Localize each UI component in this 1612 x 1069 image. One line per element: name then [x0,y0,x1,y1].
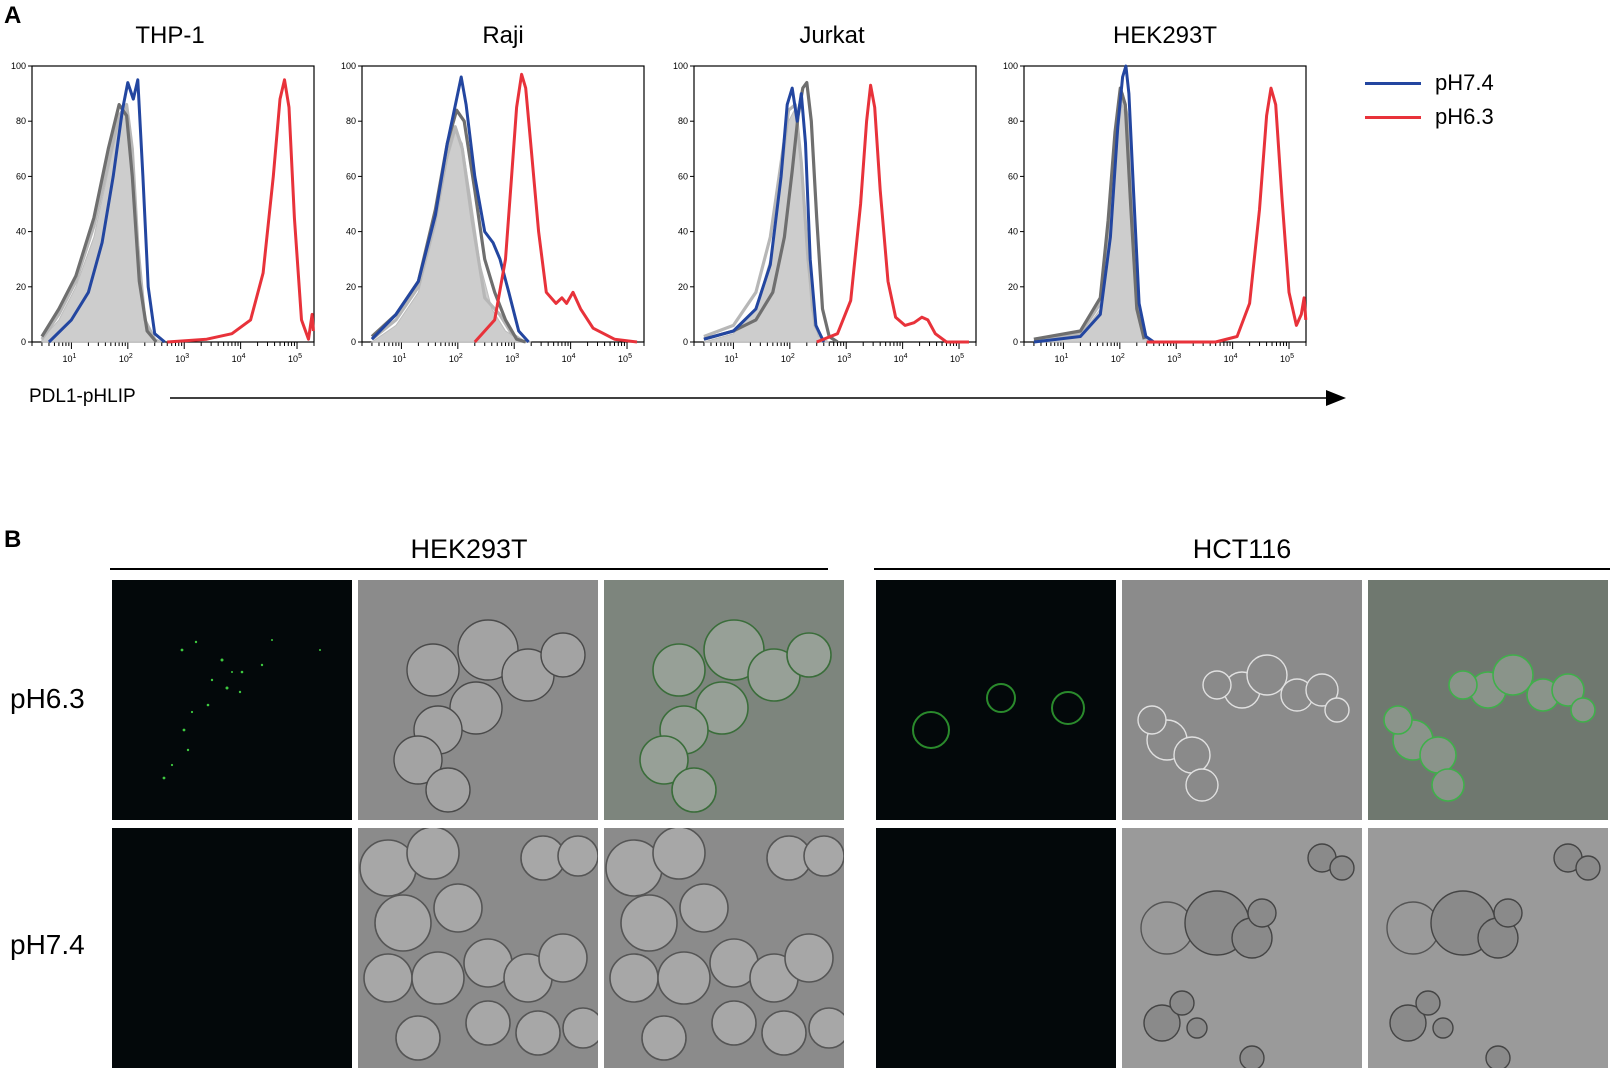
series-control-dark-line [40,103,158,344]
series-control-filled-area [703,108,830,343]
series-ph7-4-line [703,86,826,343]
y-tick-label: 40 [16,227,26,237]
micrograph-hek293t-ph63-brightfield [358,580,598,820]
x-axis-arrow [170,390,1346,406]
group-rule-hek293t [110,568,828,570]
x-tick-label: 105 [288,353,302,364]
series-ph7-4-line [47,78,166,344]
micrograph-hek293t-ph74-merge [604,828,844,1068]
y-tick-label: 60 [678,171,688,181]
group-rule-hct116 [874,568,1610,570]
group-title-hek293t: HEK293T [410,534,528,564]
y-tick-label: 20 [346,282,356,292]
chart-title-jurkat: Jurkat [799,22,865,49]
y-tick-label: 20 [1008,282,1018,292]
x-tick-label: 104 [1224,353,1238,364]
x-tick-label: 104 [232,353,246,364]
panel-a-letter: A [4,2,22,29]
series-control-dark-line [1033,86,1146,341]
legend-label-ph63: pH6.3 [1435,104,1494,129]
histogram-raji: 0 20 40 60 80 100 101 102 103 104 105 [341,61,645,364]
x-tick-label: 104 [894,353,908,364]
micrograph-hct116-ph63-merge [1368,580,1608,820]
y-tick-label: 100 [11,61,26,71]
x-tick-label: 102 [449,353,463,364]
micrograph-hct116-ph74-brightfield [1122,828,1362,1068]
micrograph-hct116-ph74-merge [1368,828,1608,1068]
plot-frame [693,65,977,343]
series-ph6-3-line [1146,86,1308,344]
x-tick-label: 103 [837,353,851,364]
y-tick-label: 80 [16,116,26,126]
series-ph7-4-line [1033,64,1155,344]
x-tick-label: 104 [562,353,576,364]
micrograph-hek293t-ph74-fluorescence [112,828,352,1068]
x-axis-label: PDL1-pHLIP [29,386,136,407]
y-tick-label: 0 [1013,337,1018,347]
y-tick-label: 40 [678,227,688,237]
y-tick-label: 100 [341,61,356,71]
y-tick-label: 0 [351,337,356,347]
chart-title-thp1: THP-1 [135,22,205,49]
x-tick-label: 103 [505,353,519,364]
x-tick-label: 101 [724,353,738,364]
y-tick-label: 40 [346,227,356,237]
plot-frame [1023,65,1307,343]
micrograph-hct116-ph63-fluorescence [876,580,1116,820]
x-tick-label: 103 [175,353,189,364]
group-title-hct116: HCT116 [1192,534,1292,564]
series-ph6-3-line [473,72,638,344]
histogram-jurkat: 0 20 40 60 80 100 101 102 103 104 105 [673,61,977,364]
y-tick-label: 60 [1008,171,1018,181]
legend-swatch-ph74 [1365,82,1421,85]
x-tick-label: 101 [62,353,76,364]
y-tick-label: 80 [346,116,356,126]
x-tick-label: 105 [1280,353,1294,364]
y-tick-label: 100 [1003,61,1018,71]
x-tick-label: 103 [1167,353,1181,364]
y-tick-label: 0 [21,337,26,347]
histogram-thp1: 0 20 40 60 80 100 101 102 103 104 105 [11,61,315,364]
histogram-hek293t: 0 20 40 60 80 100 101 102 103 104 105 [1003,61,1308,364]
y-tick-label: 0 [683,337,688,347]
y-tick-label: 20 [678,282,688,292]
micrograph-hct116-ph63-brightfield [1122,580,1362,820]
micrograph-hek293t-ph63-fluorescence [112,580,352,820]
series-ph6-3-line [167,78,315,344]
x-tick-label: 101 [392,353,406,364]
y-tick-label: 60 [16,171,26,181]
y-tick-label: 40 [1008,227,1018,237]
micrograph-hek293t-ph63-merge [604,580,844,820]
x-tick-label: 101 [1054,353,1068,364]
micrograph-hek293t-ph74-brightfield [358,828,598,1068]
row-label-ph74: pH7.4 [10,929,85,960]
x-tick-label: 105 [618,353,632,364]
legend-swatch-ph63 [1365,116,1421,119]
y-tick-label: 80 [678,116,688,126]
y-tick-label: 20 [16,282,26,292]
y-tick-label: 80 [1008,116,1018,126]
chart-title-raji: Raji [482,22,524,49]
x-tick-label: 102 [119,353,133,364]
series-ph6-3-line [816,83,969,344]
x-tick-label: 105 [950,353,964,364]
micrograph-hct116-ph74-fluorescence [876,828,1116,1068]
series-ph7-4-line [370,75,530,344]
panel-b-letter: B [4,526,22,553]
series-control-light-line [370,125,526,344]
row-label-ph63: pH6.3 [10,683,85,714]
y-tick-label: 100 [673,61,688,71]
x-tick-label: 102 [1111,353,1125,364]
chart-title-hek293t: HEK293T [1112,22,1218,49]
legend-label-ph74: pH7.4 [1435,70,1494,95]
y-tick-label: 60 [346,171,356,181]
x-tick-label: 102 [781,353,795,364]
series-control-light-line [703,103,826,343]
